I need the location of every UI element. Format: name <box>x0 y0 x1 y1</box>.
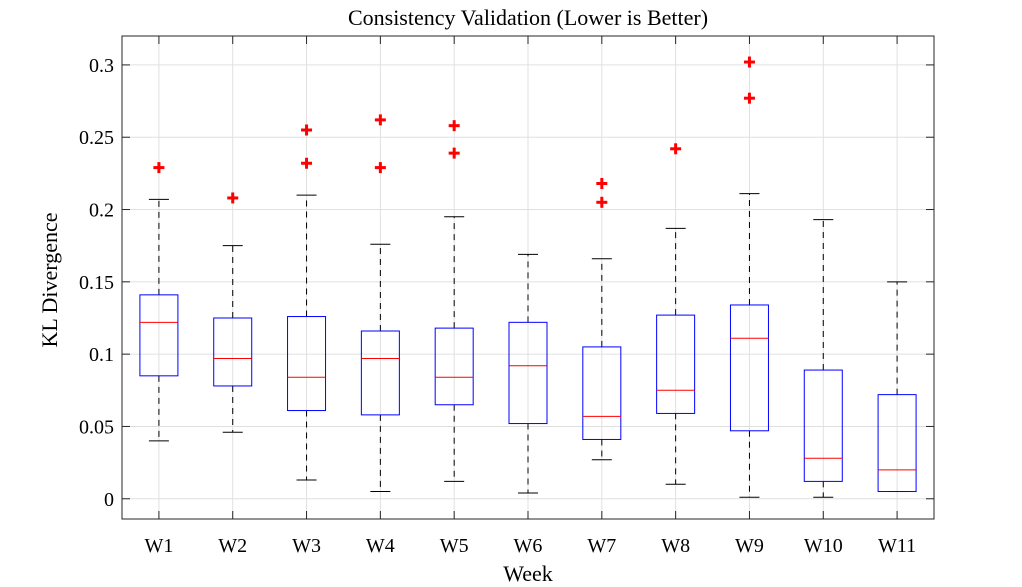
x-tick-label: W10 <box>804 535 843 557</box>
outlier-marker <box>596 196 608 208</box>
box-W2 <box>213 192 253 433</box>
x-tick-label: W7 <box>587 535 616 557</box>
iqr-box <box>213 317 253 387</box>
outlier-marker <box>374 162 386 174</box>
outlier-marker <box>301 157 313 169</box>
box-W8 <box>656 143 696 485</box>
outlier-marker <box>670 143 682 155</box>
y-tick-label: 0.1 <box>89 344 114 366</box>
outlier-marker <box>227 192 239 204</box>
iqr-box <box>729 304 769 432</box>
x-tick-label: W11 <box>878 535 916 557</box>
box-W10 <box>803 219 843 498</box>
iqr-box <box>508 321 548 425</box>
outlier-marker <box>374 114 386 126</box>
iqr-box <box>360 330 400 416</box>
x-tick-label: W4 <box>366 535 395 557</box>
box-W11 <box>877 281 917 493</box>
box-W5 <box>434 120 474 482</box>
box-layer <box>139 56 917 498</box>
x-tick-label: W8 <box>661 535 690 557</box>
box-W7 <box>582 178 622 461</box>
outlier-marker <box>743 92 755 104</box>
x-tick-label: W6 <box>514 535 543 557</box>
outlier-marker <box>596 178 608 190</box>
box-W3 <box>287 124 327 481</box>
box-W6 <box>508 253 548 494</box>
outlier-marker <box>448 120 460 132</box>
x-tick-label: W5 <box>440 535 469 557</box>
outlier-marker <box>448 147 460 159</box>
box-W4 <box>360 114 400 493</box>
iqr-box <box>877 394 917 493</box>
y-tick-label: 0.3 <box>89 55 114 77</box>
y-tick-label: 0.15 <box>79 272 114 294</box>
box-W9 <box>729 56 769 498</box>
iqr-box <box>287 316 327 412</box>
iqr-box <box>139 294 179 377</box>
x-tick-label: W1 <box>144 535 173 557</box>
iqr-box <box>803 369 843 482</box>
outlier-marker <box>153 162 165 174</box>
y-tick-label: 0.2 <box>89 200 114 222</box>
y-tick-label: 0.05 <box>79 416 114 438</box>
box-W1 <box>139 162 179 442</box>
outlier-marker <box>743 56 755 68</box>
x-tick-label: W2 <box>218 535 247 557</box>
y-axis-label: KL Divergence <box>37 213 62 348</box>
iqr-box <box>582 346 622 440</box>
iqr-box <box>434 327 474 406</box>
y-tick-label: 0.25 <box>79 127 114 149</box>
tick-layer: 0 0.05 0.1 0.15 0.2 0.25 0.3 W1 W2 W3 W4 W5 W6 W7 W8 W9… <box>79 36 934 557</box>
iqr-box <box>656 314 696 414</box>
outlier-marker <box>301 124 313 136</box>
y-tick-label: 0 <box>104 489 114 511</box>
x-axis-label: Week <box>503 561 553 586</box>
chart-title: Consistency Validation (Lower is Better) <box>348 5 708 30</box>
x-tick-label: W3 <box>292 535 321 557</box>
x-tick-label: W9 <box>735 535 764 557</box>
